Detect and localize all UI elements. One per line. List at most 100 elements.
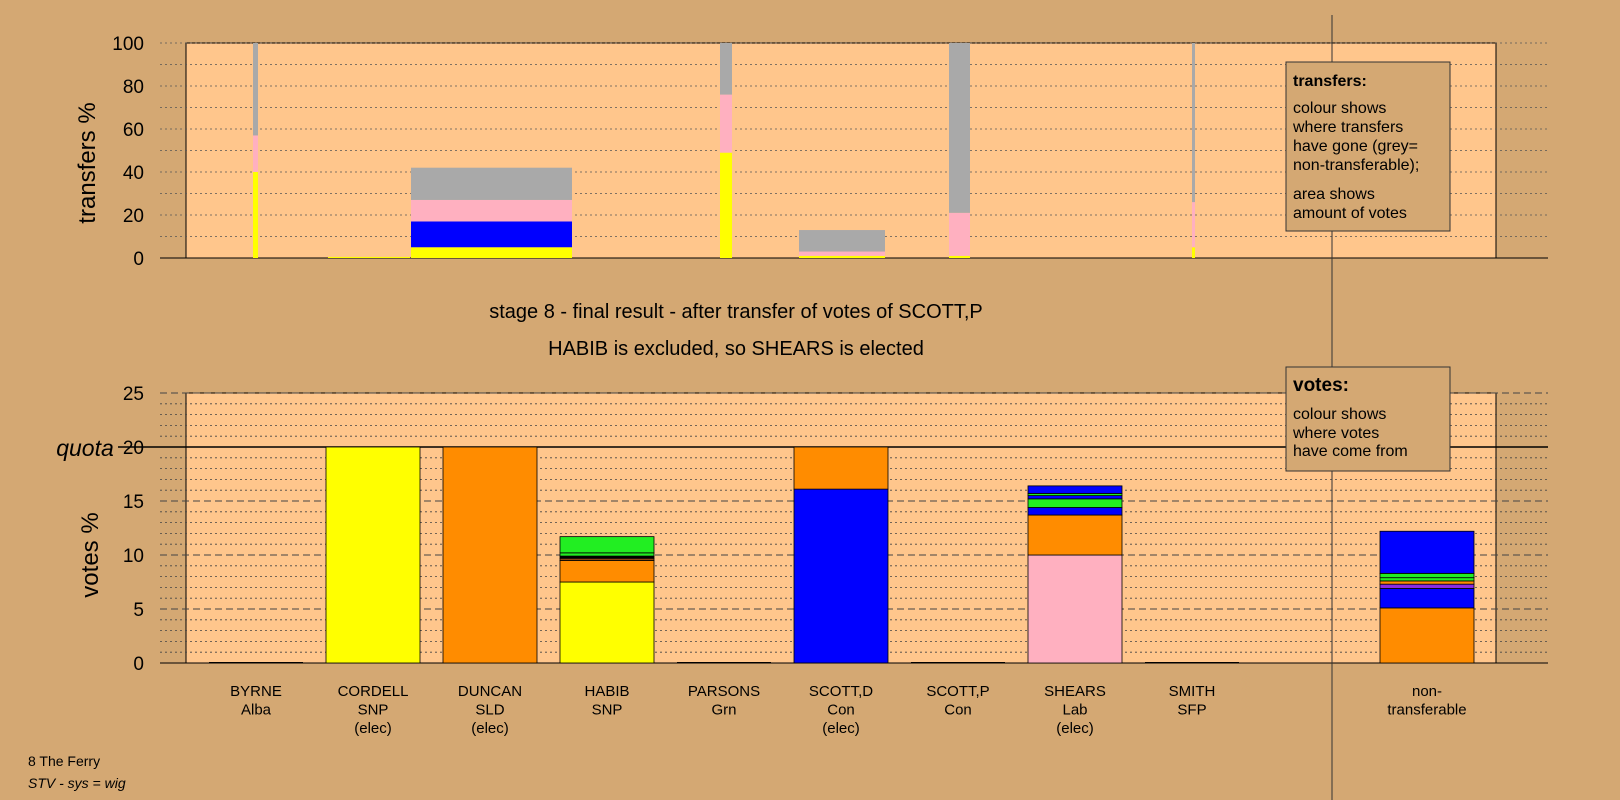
candidate-label: CORDELL	[338, 683, 409, 700]
transfer-segment	[949, 212, 970, 256]
candidate-labels: BYRNEAlbaCORDELLSNP(elec)DUNCANSLD(elec)…	[230, 683, 1466, 737]
vote-segment	[325, 446, 421, 664]
candidate-label: SMITH	[1169, 683, 1216, 700]
transfers-legend-title: transfers:	[1293, 73, 1367, 90]
transfer-segment	[253, 135, 258, 172]
candidate-label: non-	[1412, 683, 1442, 700]
transfer-segment	[799, 255, 885, 258]
transfers-legend-line: colour shows	[1293, 100, 1386, 117]
y-tick-label: 20	[123, 206, 144, 227]
vote-segment	[793, 446, 889, 490]
candidate-label: Lab	[1062, 702, 1087, 719]
stage-heading: stage 8 - final result - after transfer …	[489, 301, 983, 323]
y-tick-label: 0	[133, 654, 144, 675]
transfer-segment	[720, 152, 732, 258]
transfer-segment	[253, 43, 258, 136]
ward-name: 8 The Ferry	[28, 753, 100, 769]
votes-legend: votes: colour shows where votes have com…	[1285, 366, 1451, 472]
candidate-label: DUNCAN	[458, 683, 522, 700]
y-tick-label: 25	[123, 384, 144, 405]
candidate-label: SCOTT,D	[809, 683, 873, 700]
vote-segment	[1379, 607, 1475, 664]
candidate-label: (elec)	[471, 720, 509, 737]
stage-outcome: HABIB is excluded, so SHEARS is elected	[548, 338, 924, 360]
transfer-segment	[720, 94, 732, 153]
candidate-label: transferable	[1387, 702, 1466, 719]
y-tick-label: 100	[112, 34, 144, 55]
vote-segment	[559, 536, 655, 554]
votes-legend-title: votes:	[1293, 375, 1349, 396]
vote-segment	[1379, 580, 1475, 585]
y-tick-label: 0	[133, 249, 144, 270]
transfer-segment	[411, 167, 572, 200]
vote-segment	[442, 446, 538, 664]
candidate-label: SCOTT,P	[926, 683, 989, 700]
vote-segment	[1027, 495, 1123, 500]
vote-segment	[1379, 577, 1475, 582]
candidate-label: SFP	[1177, 702, 1206, 719]
vote-segment	[1027, 498, 1123, 508]
vote-segment	[559, 552, 655, 557]
candidate-label: HABIB	[584, 683, 629, 700]
vote-segment	[1379, 583, 1475, 589]
y-tick-label: 80	[123, 77, 144, 98]
quota-label: quota	[56, 435, 114, 461]
y-tick-label: 40	[123, 163, 144, 184]
transfers-y-ticks: 0 20 40 60 80 100	[112, 34, 144, 270]
vote-segment	[1027, 554, 1123, 664]
vote-segment	[559, 581, 655, 664]
candidate-label: SHEARS	[1044, 683, 1106, 700]
vote-segment	[1027, 507, 1123, 516]
transfers-legend: transfers: colour shows where transfers …	[1285, 61, 1451, 232]
transfer-segment	[1192, 247, 1195, 258]
vote-segment	[559, 560, 655, 583]
votes-bars	[209, 446, 1475, 664]
candidate-label: Grn	[711, 702, 736, 719]
transfers-y-axis-label: transfers %	[74, 102, 101, 223]
transfer-segment	[253, 172, 258, 258]
votes-legend-line: colour shows	[1293, 406, 1386, 423]
transfer-segment	[720, 43, 732, 95]
transfer-segment	[1192, 202, 1195, 248]
candidate-label: Con	[944, 702, 972, 719]
transfer-segment	[328, 256, 410, 258]
candidate-label: SNP	[592, 702, 623, 719]
transfers-legend-line: amount of votes	[1293, 205, 1407, 222]
candidate-label: (elec)	[822, 720, 860, 737]
y-tick-label: 5	[133, 600, 144, 621]
transfers-panel: 0 20 40 60 80 100 transfers %	[74, 34, 1548, 270]
vote-segment	[793, 488, 889, 664]
y-tick-label: 10	[123, 546, 144, 567]
transfer-segment	[411, 247, 572, 258]
votes-y-axis-label: votes %	[77, 512, 104, 597]
transfers-legend-line: where transfers	[1292, 119, 1403, 136]
candidate-label: BYRNE	[230, 683, 282, 700]
transfer-segment	[411, 199, 572, 222]
y-tick-label: 15	[123, 492, 144, 513]
candidate-label: Alba	[241, 702, 272, 719]
y-tick-label: 20	[123, 438, 144, 459]
candidate-label: SLD	[475, 702, 504, 719]
transfers-legend-line: area shows	[1293, 186, 1375, 203]
vote-segment	[1379, 588, 1475, 609]
votes-legend-line: have come from	[1293, 443, 1408, 460]
vote-segment	[1379, 530, 1475, 574]
vote-segment	[1027, 514, 1123, 556]
candidate-label: (elec)	[354, 720, 392, 737]
y-tick-label: 60	[123, 120, 144, 141]
transfers-legend-line: non-transferable);	[1293, 157, 1419, 174]
transfers-bars	[253, 43, 1195, 258]
votes-y-ticks: 0 5 10 15 20 25	[123, 384, 144, 675]
candidate-label: PARSONS	[688, 683, 760, 700]
voting-system: STV - sys = wig	[28, 775, 126, 791]
candidate-label: Con	[827, 702, 855, 719]
transfer-segment	[949, 255, 970, 258]
transfers-legend-line: have gone (grey=	[1293, 138, 1418, 155]
candidate-label: SNP	[358, 702, 389, 719]
candidate-label: (elec)	[1056, 720, 1094, 737]
vote-segment	[1379, 572, 1475, 579]
transfer-segment	[949, 43, 970, 213]
vote-segment	[1027, 485, 1123, 494]
transfer-segment	[411, 221, 572, 248]
